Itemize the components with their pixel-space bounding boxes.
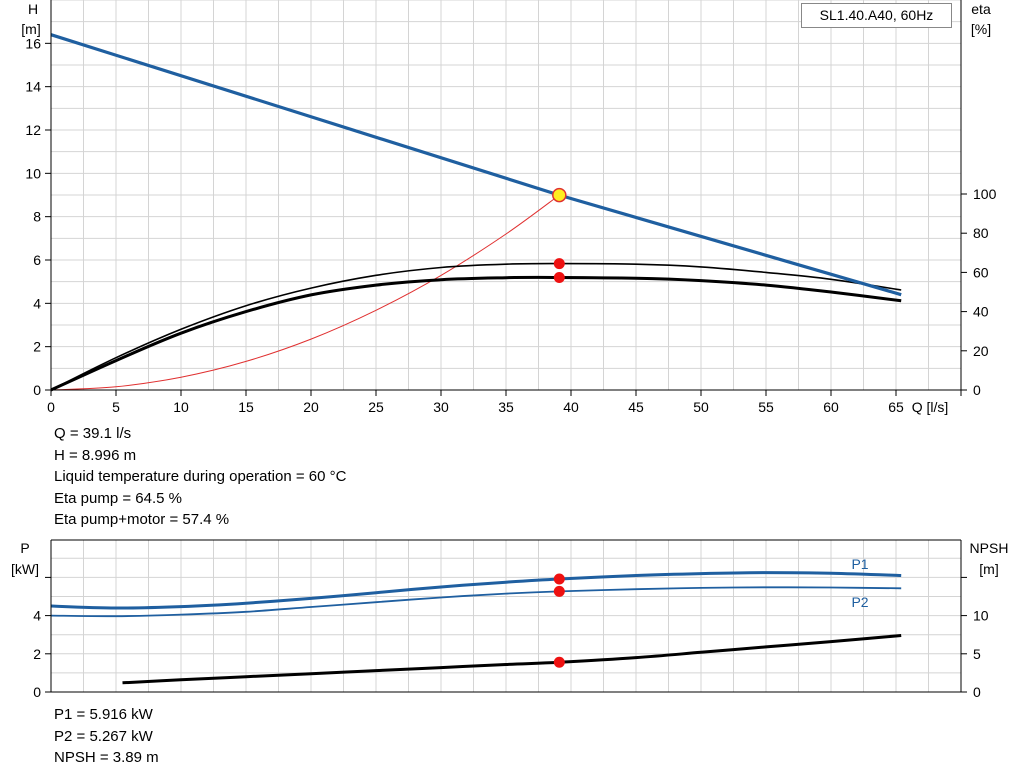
x-tick-label: 10 [173,399,189,415]
duty-point [552,187,567,203]
info-p2: P2 = 5.267 kW [54,727,153,745]
info-npsh: NPSH = 3.89 m [54,749,159,766]
y-left-tick-label: 10 [25,165,41,181]
y-left-tick-label: 16 [25,35,41,51]
power-info: P1 = 5.916 kW P2 = 5.267 kW NPSH = 3.89 … [54,704,159,769]
system-curve [50,194,560,391]
x-tick-label: 5 [112,399,120,415]
p1-curve [50,571,902,610]
x-tick-label: 35 [498,399,514,415]
p2-series-label: P2 [851,594,868,610]
y-right-unit: [m] [979,561,998,577]
y-right-tick-label: 100 [973,186,997,202]
y-left-tick-label: 2 [33,339,41,355]
chart-title: SL1.40.A40, 60Hz [819,7,934,23]
y-left-tick-label: 4 [33,295,41,311]
y-left-tick-label: 4 [33,608,41,624]
y-right-tick-label: 0 [973,382,981,398]
x-tick-label: 40 [563,399,579,415]
bottom-chart-curves: P1 P2 [50,556,902,685]
y-left-tick-label: 14 [25,79,41,95]
info-liquid-temp: Liquid temperature during operation = 60… [54,468,347,485]
y-right-label: NPSH [970,540,1009,556]
bottom-chart-grid [50,540,962,693]
y-left-tick-label: 6 [33,252,41,268]
x-tick-label: 50 [693,399,709,415]
npsh-point [553,656,565,668]
info-head: H = 8.996 m [54,446,137,464]
operating-point-info: Q = 39.1 l/s H = 8.996 m Liquid temperat… [54,423,346,531]
y-right-tick-label: 5 [973,646,981,662]
y-right-tick-label: 60 [973,264,989,280]
x-tick-label: 65 [888,399,904,415]
eta-pump-curve [50,262,902,391]
x-tick-label: 0 [47,399,55,415]
bottom-chart-axes: 0 2 4 0 5 10 P [kW] NPSH [m] [11,539,1009,700]
p1-series-label: P1 [851,556,868,572]
x-tick-label: 45 [628,399,644,415]
x-tick-label: 60 [823,399,839,415]
info-eta-total: Eta pump+motor = 57.4 % [54,511,230,528]
y-left-tick-label: 2 [33,646,41,662]
y-right-tick-label: 40 [973,304,989,320]
y-right-tick-label: 80 [973,225,989,241]
npsh-curve [122,634,902,685]
y-left-unit: [m] [21,21,40,37]
x-tick-label: 55 [758,399,774,415]
y-right-unit: [%] [971,21,991,37]
y-right-tick-label: 10 [973,608,989,624]
top-chart-curves [50,33,902,392]
x-tick-label: 15 [238,399,254,415]
chart-title-box: SL1.40.A40, 60Hz [801,3,952,28]
y-right-tick-label: 20 [973,343,989,359]
p1-point [553,573,565,585]
eta-pump-point [553,258,565,270]
y-left-tick-label: 8 [33,209,41,225]
p2-curve [50,586,902,618]
x-tick-label: 20 [303,399,319,415]
y-right-label: eta [971,1,991,17]
p2-point [553,585,565,597]
y-left-tick-label: 0 [33,382,41,398]
eta-pump-motor-curve [50,275,902,392]
eta-total-point [553,271,565,283]
head-curve [50,33,902,297]
info-eta-pump: Eta pump = 64.5 % [54,489,182,507]
top-chart-axes: 0 2 4 6 8 10 12 14 16 0 20 40 60 80 100 0 5 10 15 20 25 30 35 4… [21,0,997,415]
info-p1: P1 = 5.916 kW [54,706,153,723]
x-tick-label: 25 [368,399,384,415]
y-left-tick-label: 12 [25,122,41,138]
y-left-tick-label: 0 [33,684,41,700]
y-right-tick-label: 0 [973,684,981,700]
y-left-label: P [20,540,29,556]
info-flow: Q = 39.1 l/s [54,425,132,442]
y-left-unit: [kW] [11,561,39,577]
y-left-label: H [28,1,38,17]
x-axis-label: Q [l/s] [912,399,949,415]
x-tick-label: 30 [433,399,449,415]
